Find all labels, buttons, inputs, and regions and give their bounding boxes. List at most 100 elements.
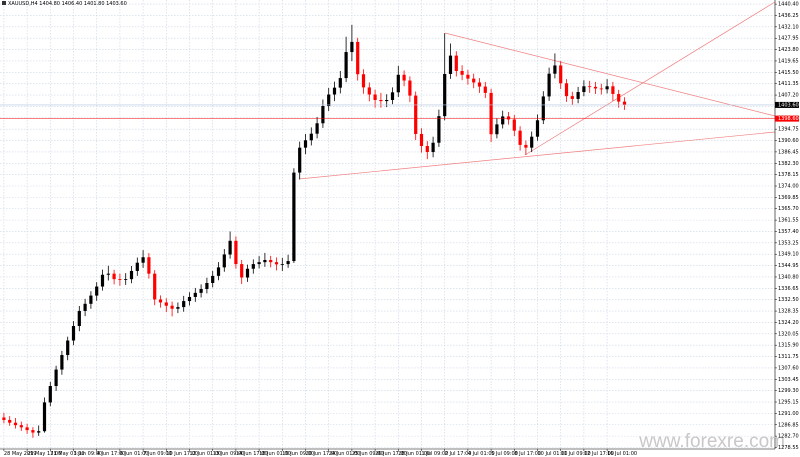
candle-body — [13, 422, 18, 426]
level-box — [775, 115, 799, 122]
x-tick-label: 16 Jul 01:00 — [607, 451, 637, 457]
candle-body — [199, 289, 203, 293]
x-tick-label: 14 Jun 17:00 — [236, 451, 268, 457]
candle-body — [379, 99, 383, 102]
candle-body — [309, 133, 313, 141]
candle-body — [535, 120, 540, 137]
x-tick-label: 13 Jun 09:00 — [213, 451, 245, 457]
candle-body — [402, 74, 406, 81]
current-price-box — [775, 101, 799, 108]
candle-body — [582, 86, 586, 93]
y-tick-label: 1419.65 — [778, 58, 799, 64]
x-tick-label: 26 Jun 17:00 — [375, 451, 407, 457]
watermark: www.forexre.com — [638, 431, 785, 452]
candle-body — [396, 74, 400, 93]
x-tick-label: 28 Jun 01:00 — [398, 451, 430, 457]
candle-body — [31, 430, 35, 433]
y-tick-label: 1328.35 — [778, 309, 799, 315]
y-tick-label: 1311.75 — [778, 354, 799, 360]
candle-body — [54, 369, 58, 386]
candle-body — [466, 74, 470, 79]
candle-body — [570, 96, 574, 99]
trendline — [524, 1, 776, 156]
candle-body — [176, 307, 180, 309]
y-tick-label: 1415.50 — [778, 70, 799, 76]
x-tick-label: 19 Jun 09:00 — [282, 451, 314, 457]
candle-body — [187, 296, 192, 302]
candle-body — [292, 172, 296, 262]
x-tick-label: 18 Jun 01:00 — [259, 451, 291, 457]
x-tick-label: 10 Jun 17:00 — [166, 451, 198, 457]
y-tick-label: 1378.15 — [778, 172, 799, 178]
candle-body — [553, 65, 557, 74]
candle-body — [512, 119, 516, 131]
trendline — [298, 131, 776, 180]
x-tick-label: 20 Jun 17:00 — [306, 451, 338, 457]
y-tick-label: 1336.65 — [778, 286, 799, 292]
y-tick-label: 1307.60 — [778, 365, 799, 371]
candle-body — [182, 301, 186, 308]
candle-body — [89, 295, 93, 304]
y-tick-label: 1407.20 — [778, 93, 799, 99]
x-tick-label: 29 May 17:00 — [27, 451, 61, 457]
y-tick-label: 1374.00 — [778, 184, 799, 190]
candle-body — [588, 86, 592, 88]
y-tick-label: 1324.20 — [778, 320, 799, 326]
candle-body — [141, 257, 145, 263]
y-tick-label: 1394.75 — [778, 127, 799, 133]
candle-body — [164, 302, 168, 306]
y-tick-label: 1349.10 — [778, 252, 799, 258]
candle-body — [83, 303, 87, 311]
y-tick-label: 1315.90 — [778, 343, 799, 349]
candle-body — [390, 92, 395, 100]
candle-body — [222, 254, 226, 268]
candle-body — [443, 73, 447, 117]
candle-body — [71, 325, 76, 341]
candle-body — [477, 82, 482, 87]
candle-body — [489, 92, 493, 135]
candle-body — [25, 427, 29, 431]
candle-body — [576, 92, 580, 99]
candle-body — [431, 142, 435, 153]
candle-body — [8, 419, 12, 423]
candle-body — [303, 140, 308, 148]
x-tick-label: 7 Jun 09:00 — [143, 451, 172, 457]
candle-body — [315, 123, 319, 134]
y-tick-label: 1299.30 — [778, 388, 799, 394]
candle-body — [48, 385, 52, 403]
candle-body — [506, 116, 511, 120]
y-tick-label: 1440.40 — [778, 2, 799, 8]
x-tick-label: 4 Jul 01:00 — [468, 451, 495, 457]
candle-body — [19, 425, 23, 428]
candle-body — [414, 95, 418, 134]
candle-body — [95, 286, 99, 296]
candle-body — [385, 99, 389, 102]
candle-body — [124, 279, 128, 280]
y-tick-label: 1353.25 — [778, 240, 799, 246]
candle-body — [495, 124, 499, 135]
candle-body — [158, 299, 163, 303]
y-tick-label: 1332.50 — [778, 297, 799, 303]
candles — [2, 24, 627, 438]
candle-body — [408, 80, 412, 96]
candle-body — [147, 257, 151, 274]
candle-body — [298, 147, 302, 173]
y-tick-label: 1278.55 — [778, 445, 799, 451]
candle-body — [274, 262, 279, 265]
candle-body — [611, 86, 615, 94]
candle-body — [419, 133, 424, 147]
candle-body — [2, 417, 6, 420]
candle-body — [338, 78, 342, 88]
candle-body — [356, 41, 360, 75]
x-tick-label: 3 Jun 09:00 — [74, 451, 103, 457]
grid — [0, 0, 775, 449]
candle-body — [280, 264, 284, 265]
candle-body — [228, 240, 232, 255]
candle-body — [321, 106, 325, 124]
x-tick-label: 8 Jul 17:00 — [514, 451, 541, 457]
candle-body — [559, 65, 563, 84]
candle-body — [460, 70, 464, 75]
y-tick-label: 1427.95 — [778, 36, 799, 42]
candle-body — [170, 305, 174, 309]
candle-body — [245, 268, 250, 278]
